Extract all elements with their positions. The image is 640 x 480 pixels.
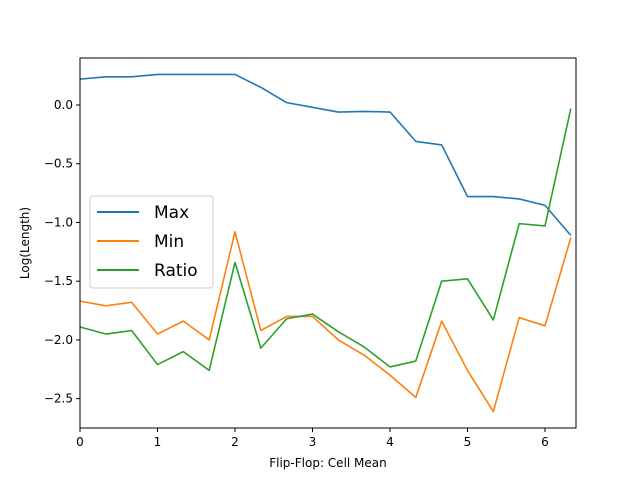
x-axis: 0 1 2 3 4 5 6 xyxy=(76,428,549,449)
x-tick-label: 0 xyxy=(76,435,84,449)
y-axis: 0.0 −0.5 −1.0 −1.5 −2.0 −2.5 xyxy=(44,98,80,406)
plot-frame xyxy=(79,57,577,429)
legend-label-max: Max xyxy=(154,203,189,223)
x-axis-label: Flip-Flop: Cell Mean xyxy=(269,456,387,470)
legend-label-min: Min xyxy=(154,232,184,252)
y-tick-label: −2.5 xyxy=(44,392,73,406)
y-axis-label: Log(Length) xyxy=(18,207,32,279)
legend: Max Min Ratio xyxy=(89,195,214,289)
y-tick-label: −2.0 xyxy=(44,333,73,347)
x-tick-label: 6 xyxy=(541,435,549,449)
x-tick-label: 1 xyxy=(154,435,162,449)
series-layer xyxy=(79,73,572,413)
series-line-min xyxy=(79,231,572,413)
x-tick-label: 4 xyxy=(386,435,394,449)
series-line-ratio xyxy=(79,108,572,372)
x-tick-label: 5 xyxy=(464,435,472,449)
y-tick-label: −1.5 xyxy=(44,274,73,288)
series-line-max xyxy=(79,73,572,236)
x-tick-label: 3 xyxy=(309,435,317,449)
legend-label-ratio: Ratio xyxy=(154,261,198,281)
y-tick-label: −1.0 xyxy=(44,215,73,229)
y-tick-label: −0.5 xyxy=(44,157,73,171)
legend-box xyxy=(89,195,214,289)
x-tick-label: 2 xyxy=(231,435,239,449)
y-tick-label: 0.0 xyxy=(54,98,73,112)
